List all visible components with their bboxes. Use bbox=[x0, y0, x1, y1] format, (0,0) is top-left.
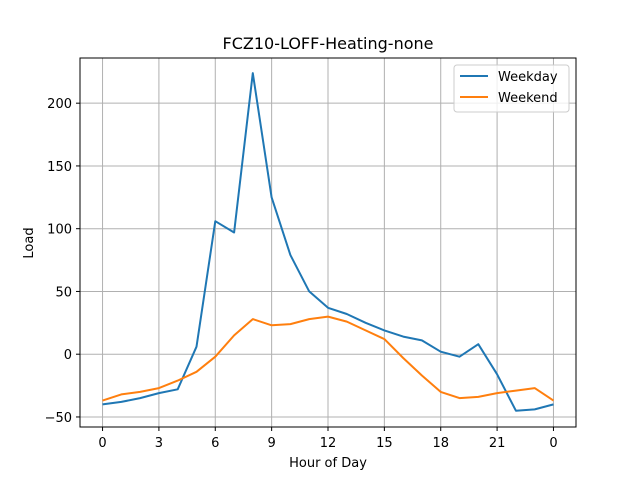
gridlines bbox=[80, 58, 576, 427]
series-line-weekday bbox=[102, 72, 554, 412]
x-tick-label: 0 bbox=[98, 436, 106, 451]
x-tick-label: 12 bbox=[320, 436, 337, 451]
x-tick-label: 9 bbox=[267, 436, 275, 451]
legend: Weekday Weekend bbox=[453, 64, 570, 113]
x-tick-label: 0 bbox=[549, 436, 557, 451]
x-axis-ticks: 0 3 6 9 12 15 18 21 0 bbox=[98, 427, 558, 451]
y-axis-ticks: −50 0 50 100 150 200 bbox=[45, 97, 80, 426]
y-tick-label: 0 bbox=[64, 348, 72, 363]
x-tick-label: 15 bbox=[376, 436, 393, 451]
x-tick-label: 6 bbox=[211, 436, 219, 451]
y-tick-label: 200 bbox=[47, 97, 72, 112]
legend-label-weekday: Weekday bbox=[498, 70, 558, 85]
x-tick-label: 18 bbox=[432, 436, 449, 451]
x-axis-label: Hour of Day bbox=[289, 456, 367, 471]
y-tick-label: 150 bbox=[47, 160, 72, 175]
y-tick-label: −50 bbox=[45, 411, 72, 426]
x-tick-label: 21 bbox=[489, 436, 506, 451]
legend-label-weekend: Weekend bbox=[498, 91, 558, 106]
y-tick-label: 50 bbox=[55, 285, 72, 300]
series-line-weekend bbox=[102, 315, 555, 402]
x-tick-label: 3 bbox=[155, 436, 163, 451]
y-axis-label: Load bbox=[22, 227, 37, 258]
series-lines bbox=[102, 72, 555, 412]
y-tick-label: 100 bbox=[47, 223, 72, 238]
chart-title: FCZ10-LOFF-Heating-none bbox=[223, 34, 434, 53]
